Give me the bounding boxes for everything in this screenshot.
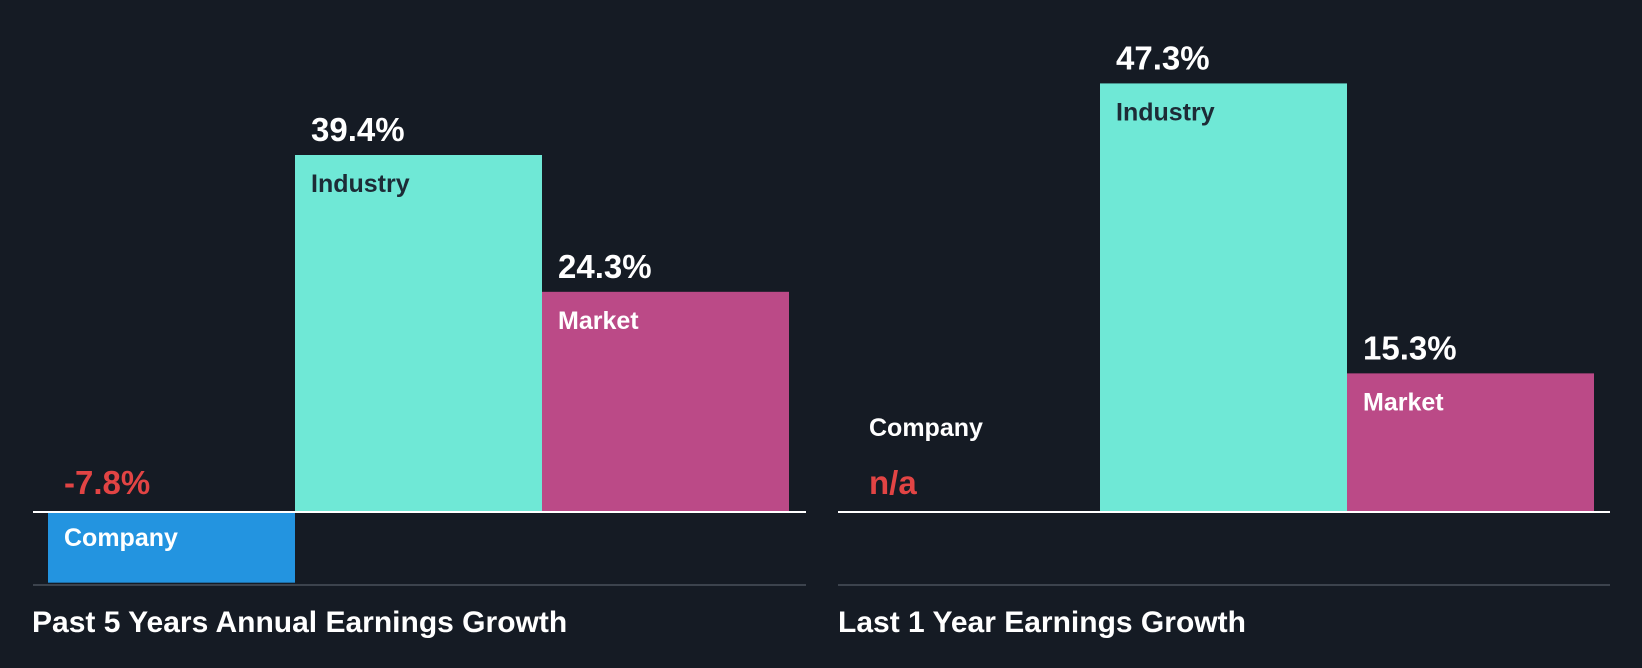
panel-0-company-value-label: -7.8% bbox=[64, 464, 150, 501]
panel-1-market-category-label: Market bbox=[1363, 388, 1444, 416]
panel-0-market-category-label: Market bbox=[558, 307, 639, 335]
panel-0-company-bar bbox=[48, 512, 295, 583]
panel-0-market-value-label: 24.3% bbox=[558, 248, 652, 285]
panel-1-market-value-label: 15.3% bbox=[1363, 329, 1457, 366]
panel-1-industry-value-label: 47.3% bbox=[1116, 39, 1210, 76]
panel-1-industry-category-label: Industry bbox=[1116, 98, 1215, 126]
panel-1-company-category-label: Company bbox=[869, 414, 983, 442]
panel-1-market-bar bbox=[1347, 373, 1594, 512]
panel-title-last-1-year: Last 1 Year Earnings Growth bbox=[838, 606, 1246, 639]
panel-0-industry-value-label: 39.4% bbox=[311, 111, 405, 148]
panel-1-industry-bar bbox=[1100, 83, 1347, 512]
panel-0-industry-bar bbox=[295, 155, 542, 512]
panel-0-industry-category-label: Industry bbox=[311, 170, 410, 198]
panel-0-company-category-label: Company bbox=[64, 524, 178, 552]
panel-0-market-bar bbox=[542, 291, 789, 512]
panel-title-past-5-years: Past 5 Years Annual Earnings Growth bbox=[32, 606, 568, 639]
panel-1-company-value-label: n/a bbox=[869, 464, 917, 501]
